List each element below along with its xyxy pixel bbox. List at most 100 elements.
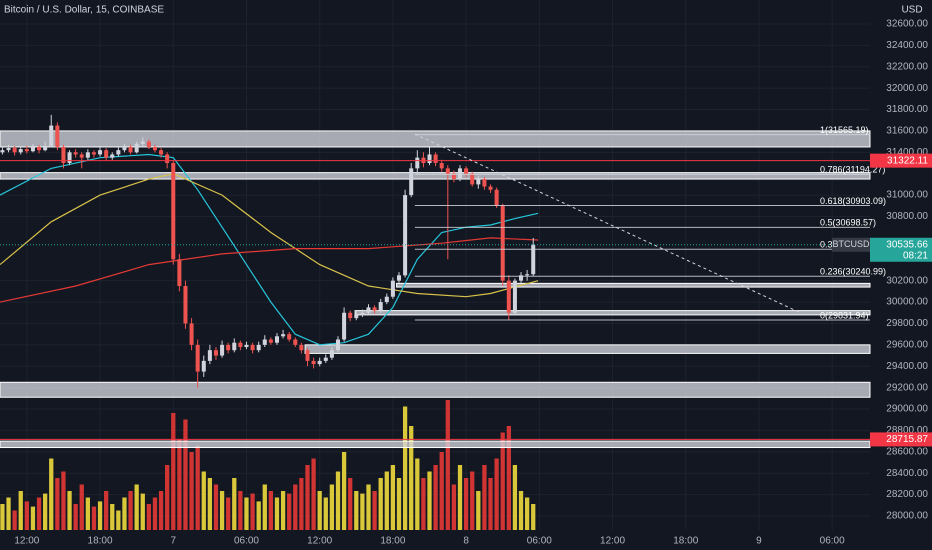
volume-bar xyxy=(256,501,261,530)
volume-bar xyxy=(390,465,396,530)
y-tick-label: 29000.00 xyxy=(886,404,928,415)
y-tick-label: 29200.00 xyxy=(886,382,928,393)
candle-body xyxy=(238,342,243,347)
volume-bar xyxy=(97,501,103,530)
candle-body xyxy=(305,350,310,361)
candle-body xyxy=(506,280,511,313)
price-axis: 32600.00 32400.00 32200.00 32000.00 31800.00… xyxy=(14,19,932,547)
candle-body xyxy=(189,323,194,345)
candle-body xyxy=(43,145,48,151)
y-tick-label: 29600.00 xyxy=(886,339,928,350)
candle-body xyxy=(232,342,237,351)
candle-body xyxy=(525,274,530,276)
candle-body xyxy=(30,146,35,152)
candle-body xyxy=(403,195,408,276)
candle-body xyxy=(12,148,17,153)
candle-body xyxy=(152,146,157,151)
volume-bar xyxy=(152,497,158,530)
volume-bar xyxy=(12,510,17,530)
zone xyxy=(0,172,871,180)
candle-body xyxy=(299,344,304,351)
candle-body xyxy=(500,205,505,281)
chart-title: Bitcoin / U.S. Dollar, 15, COINBASE xyxy=(4,5,164,16)
y-tick-label: 28000.00 xyxy=(886,511,928,522)
candle-body xyxy=(226,344,231,351)
y-tick-label: 28800.00 xyxy=(886,425,928,436)
fib-label: 0.5(30698.57) xyxy=(820,218,876,228)
candle-body xyxy=(165,154,170,164)
volume-bar xyxy=(207,478,213,530)
candle-body xyxy=(329,350,334,358)
y-tick-label: 28200.00 xyxy=(886,489,928,500)
volume-bar xyxy=(323,497,328,530)
x-tick-label: 12:00 xyxy=(14,536,39,547)
x-tick-label: 8 xyxy=(463,536,469,547)
candle-body xyxy=(37,146,42,151)
countdown-label: 08:21 xyxy=(903,250,928,261)
y-tick-label: 28600.00 xyxy=(886,446,928,457)
volume-bar xyxy=(49,458,54,530)
symbol-tag: BTCUSD xyxy=(832,239,870,249)
volume-bar xyxy=(73,504,78,530)
candle-body xyxy=(494,189,499,206)
candle-body xyxy=(134,143,139,153)
volume-bar xyxy=(384,471,389,530)
candle-body xyxy=(24,149,29,152)
candle-body xyxy=(207,350,212,361)
fib-label: 0(29831.94) xyxy=(820,310,869,320)
volume-bar xyxy=(91,506,97,530)
volume-bar xyxy=(317,491,322,530)
volume-bar xyxy=(43,493,48,530)
x-tick-label: 06:00 xyxy=(527,536,552,547)
volume-bar xyxy=(341,452,347,530)
candle-body xyxy=(171,163,176,260)
volume-bar xyxy=(244,497,249,530)
candle-body xyxy=(183,286,188,324)
volume-bar xyxy=(36,497,42,530)
candle-body xyxy=(61,146,66,164)
volume-bar xyxy=(524,497,530,530)
candle-body xyxy=(360,312,365,315)
x-tick-label: 06:00 xyxy=(820,536,845,547)
candle-body xyxy=(482,179,487,187)
y-tick-label: 29400.00 xyxy=(886,361,928,372)
candle-body xyxy=(287,334,292,340)
price-label: 28715.87 xyxy=(886,434,928,445)
candle-body xyxy=(311,360,316,365)
candle-body xyxy=(159,150,164,155)
fib-label: 0.786(31194.27) xyxy=(820,165,885,175)
y-tick-label: 30800.00 xyxy=(886,211,928,222)
volume-bar xyxy=(134,484,139,530)
fib-label: 1(31565.19) xyxy=(820,125,869,135)
candle-body xyxy=(354,314,359,319)
candle-body xyxy=(335,339,341,351)
volume-bar xyxy=(189,452,194,530)
volume-bar xyxy=(274,497,280,530)
y-tick-label: 32000.00 xyxy=(886,83,928,94)
candle-body xyxy=(6,148,11,151)
volume-bar xyxy=(6,497,11,530)
y-tick-label: 31800.00 xyxy=(886,104,928,115)
volume-bar xyxy=(415,458,420,530)
volume-bar xyxy=(0,504,5,530)
volume-bar xyxy=(463,478,469,530)
fib-label: 0.236(30240.99) xyxy=(820,267,886,277)
volume-bar xyxy=(329,484,335,530)
candle-body xyxy=(85,152,90,158)
volume-bar xyxy=(116,510,121,530)
volume-bar xyxy=(482,465,487,530)
volume-bar xyxy=(500,432,505,530)
x-tick-label: 7 xyxy=(170,536,176,547)
candle-body xyxy=(256,344,261,351)
candle-body xyxy=(213,350,218,356)
volume-bar xyxy=(433,465,438,530)
volume-bar xyxy=(335,471,341,530)
candle-body xyxy=(512,280,517,313)
y-tick-label: 31600.00 xyxy=(886,126,928,137)
price-label-bg xyxy=(870,153,932,168)
fib-label: 0.618(30903.09) xyxy=(820,196,886,206)
volume-bar xyxy=(445,400,450,530)
volume-bar xyxy=(55,478,60,530)
candle-body xyxy=(274,336,279,343)
